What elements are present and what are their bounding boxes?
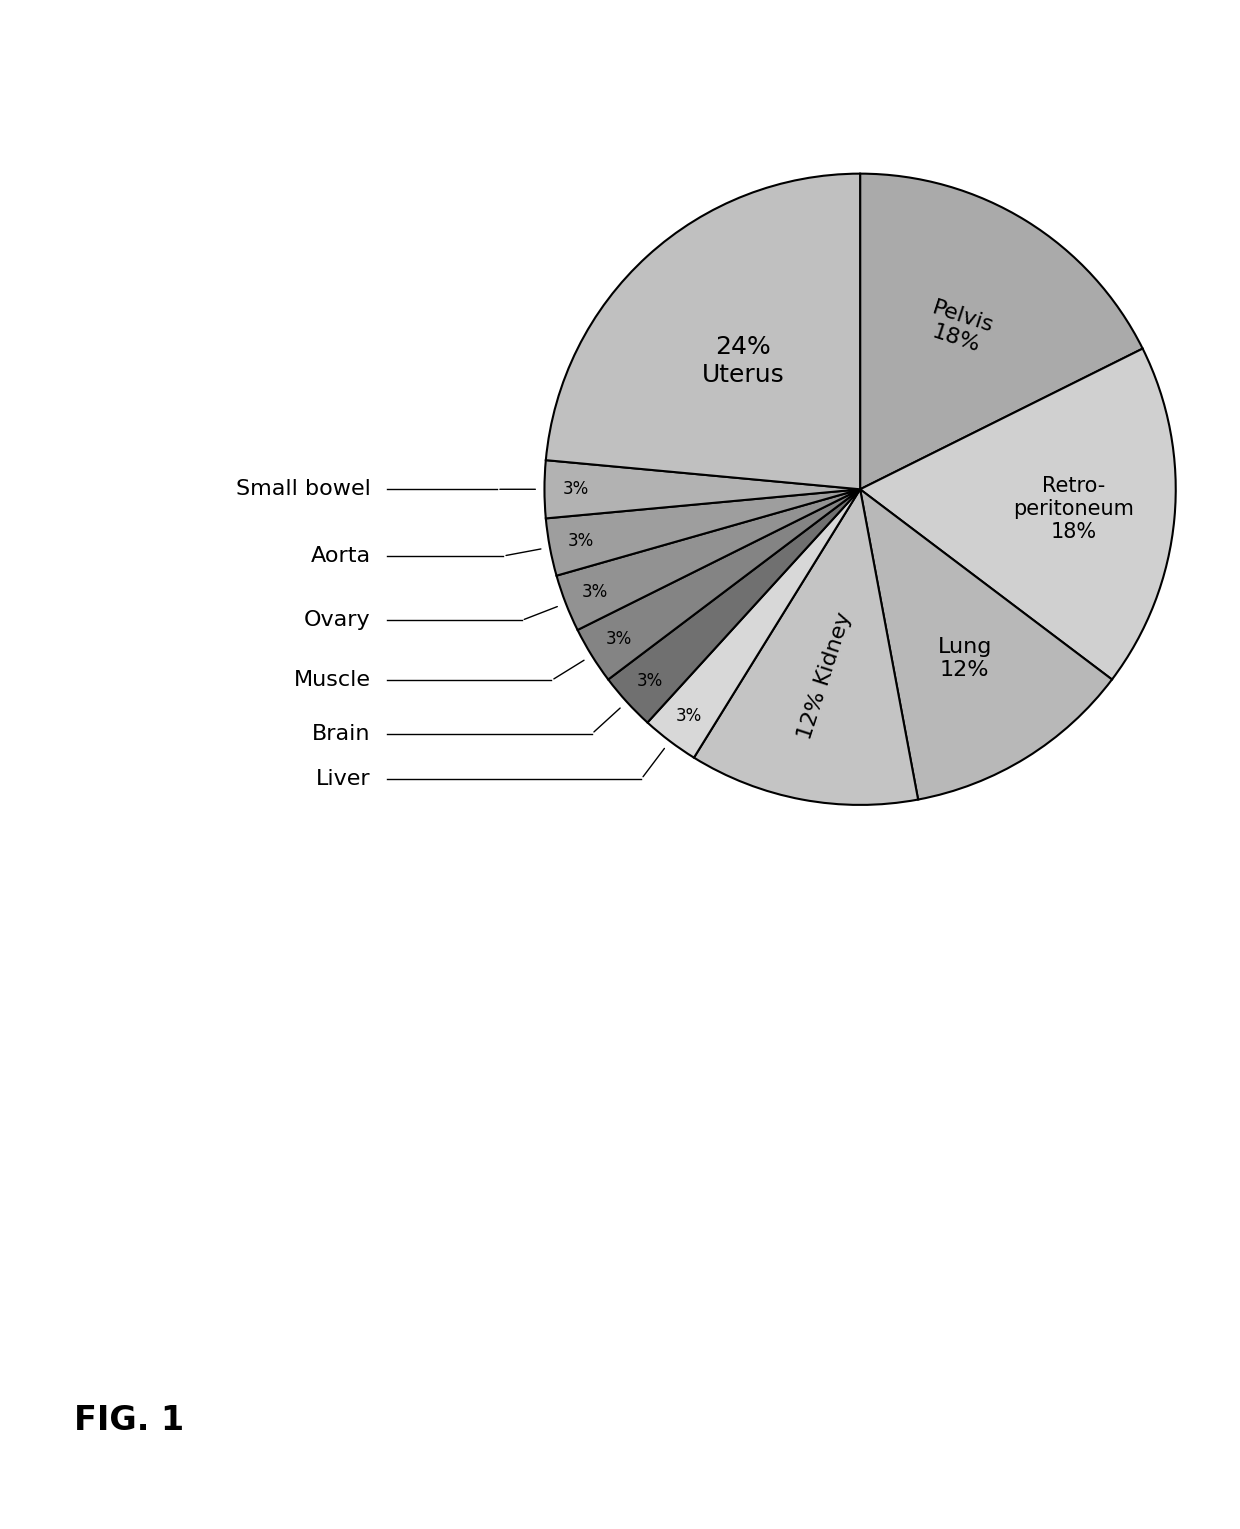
Wedge shape — [861, 349, 1176, 679]
Wedge shape — [861, 489, 1112, 800]
Wedge shape — [609, 489, 861, 723]
Text: 3%: 3% — [676, 706, 702, 725]
Text: 3%: 3% — [568, 532, 594, 550]
Text: Muscle: Muscle — [294, 670, 371, 691]
Wedge shape — [546, 489, 861, 575]
Text: Retro-
peritoneum
18%: Retro- peritoneum 18% — [1013, 476, 1135, 543]
Text: Ovary: Ovary — [304, 610, 371, 630]
Wedge shape — [647, 489, 861, 758]
Wedge shape — [557, 489, 861, 630]
Text: 3%: 3% — [563, 480, 589, 498]
Text: Pelvis
18%: Pelvis 18% — [923, 298, 997, 359]
Text: FIG. 1: FIG. 1 — [74, 1404, 185, 1437]
Text: Brain: Brain — [312, 723, 371, 743]
Text: 24%
Uterus: 24% Uterus — [702, 335, 785, 387]
Wedge shape — [694, 489, 918, 804]
Text: 12% Kidney: 12% Kidney — [795, 610, 856, 742]
Text: 3%: 3% — [605, 630, 631, 648]
Text: Lung
12%: Lung 12% — [937, 636, 992, 680]
Wedge shape — [544, 460, 861, 518]
Wedge shape — [546, 174, 861, 489]
Text: 3%: 3% — [637, 671, 663, 690]
Text: 3%: 3% — [582, 583, 609, 601]
Wedge shape — [578, 489, 861, 679]
Text: Aorta: Aorta — [311, 546, 371, 566]
Text: Small bowel: Small bowel — [236, 479, 371, 500]
Wedge shape — [861, 174, 1142, 489]
Text: Liver: Liver — [316, 769, 371, 789]
